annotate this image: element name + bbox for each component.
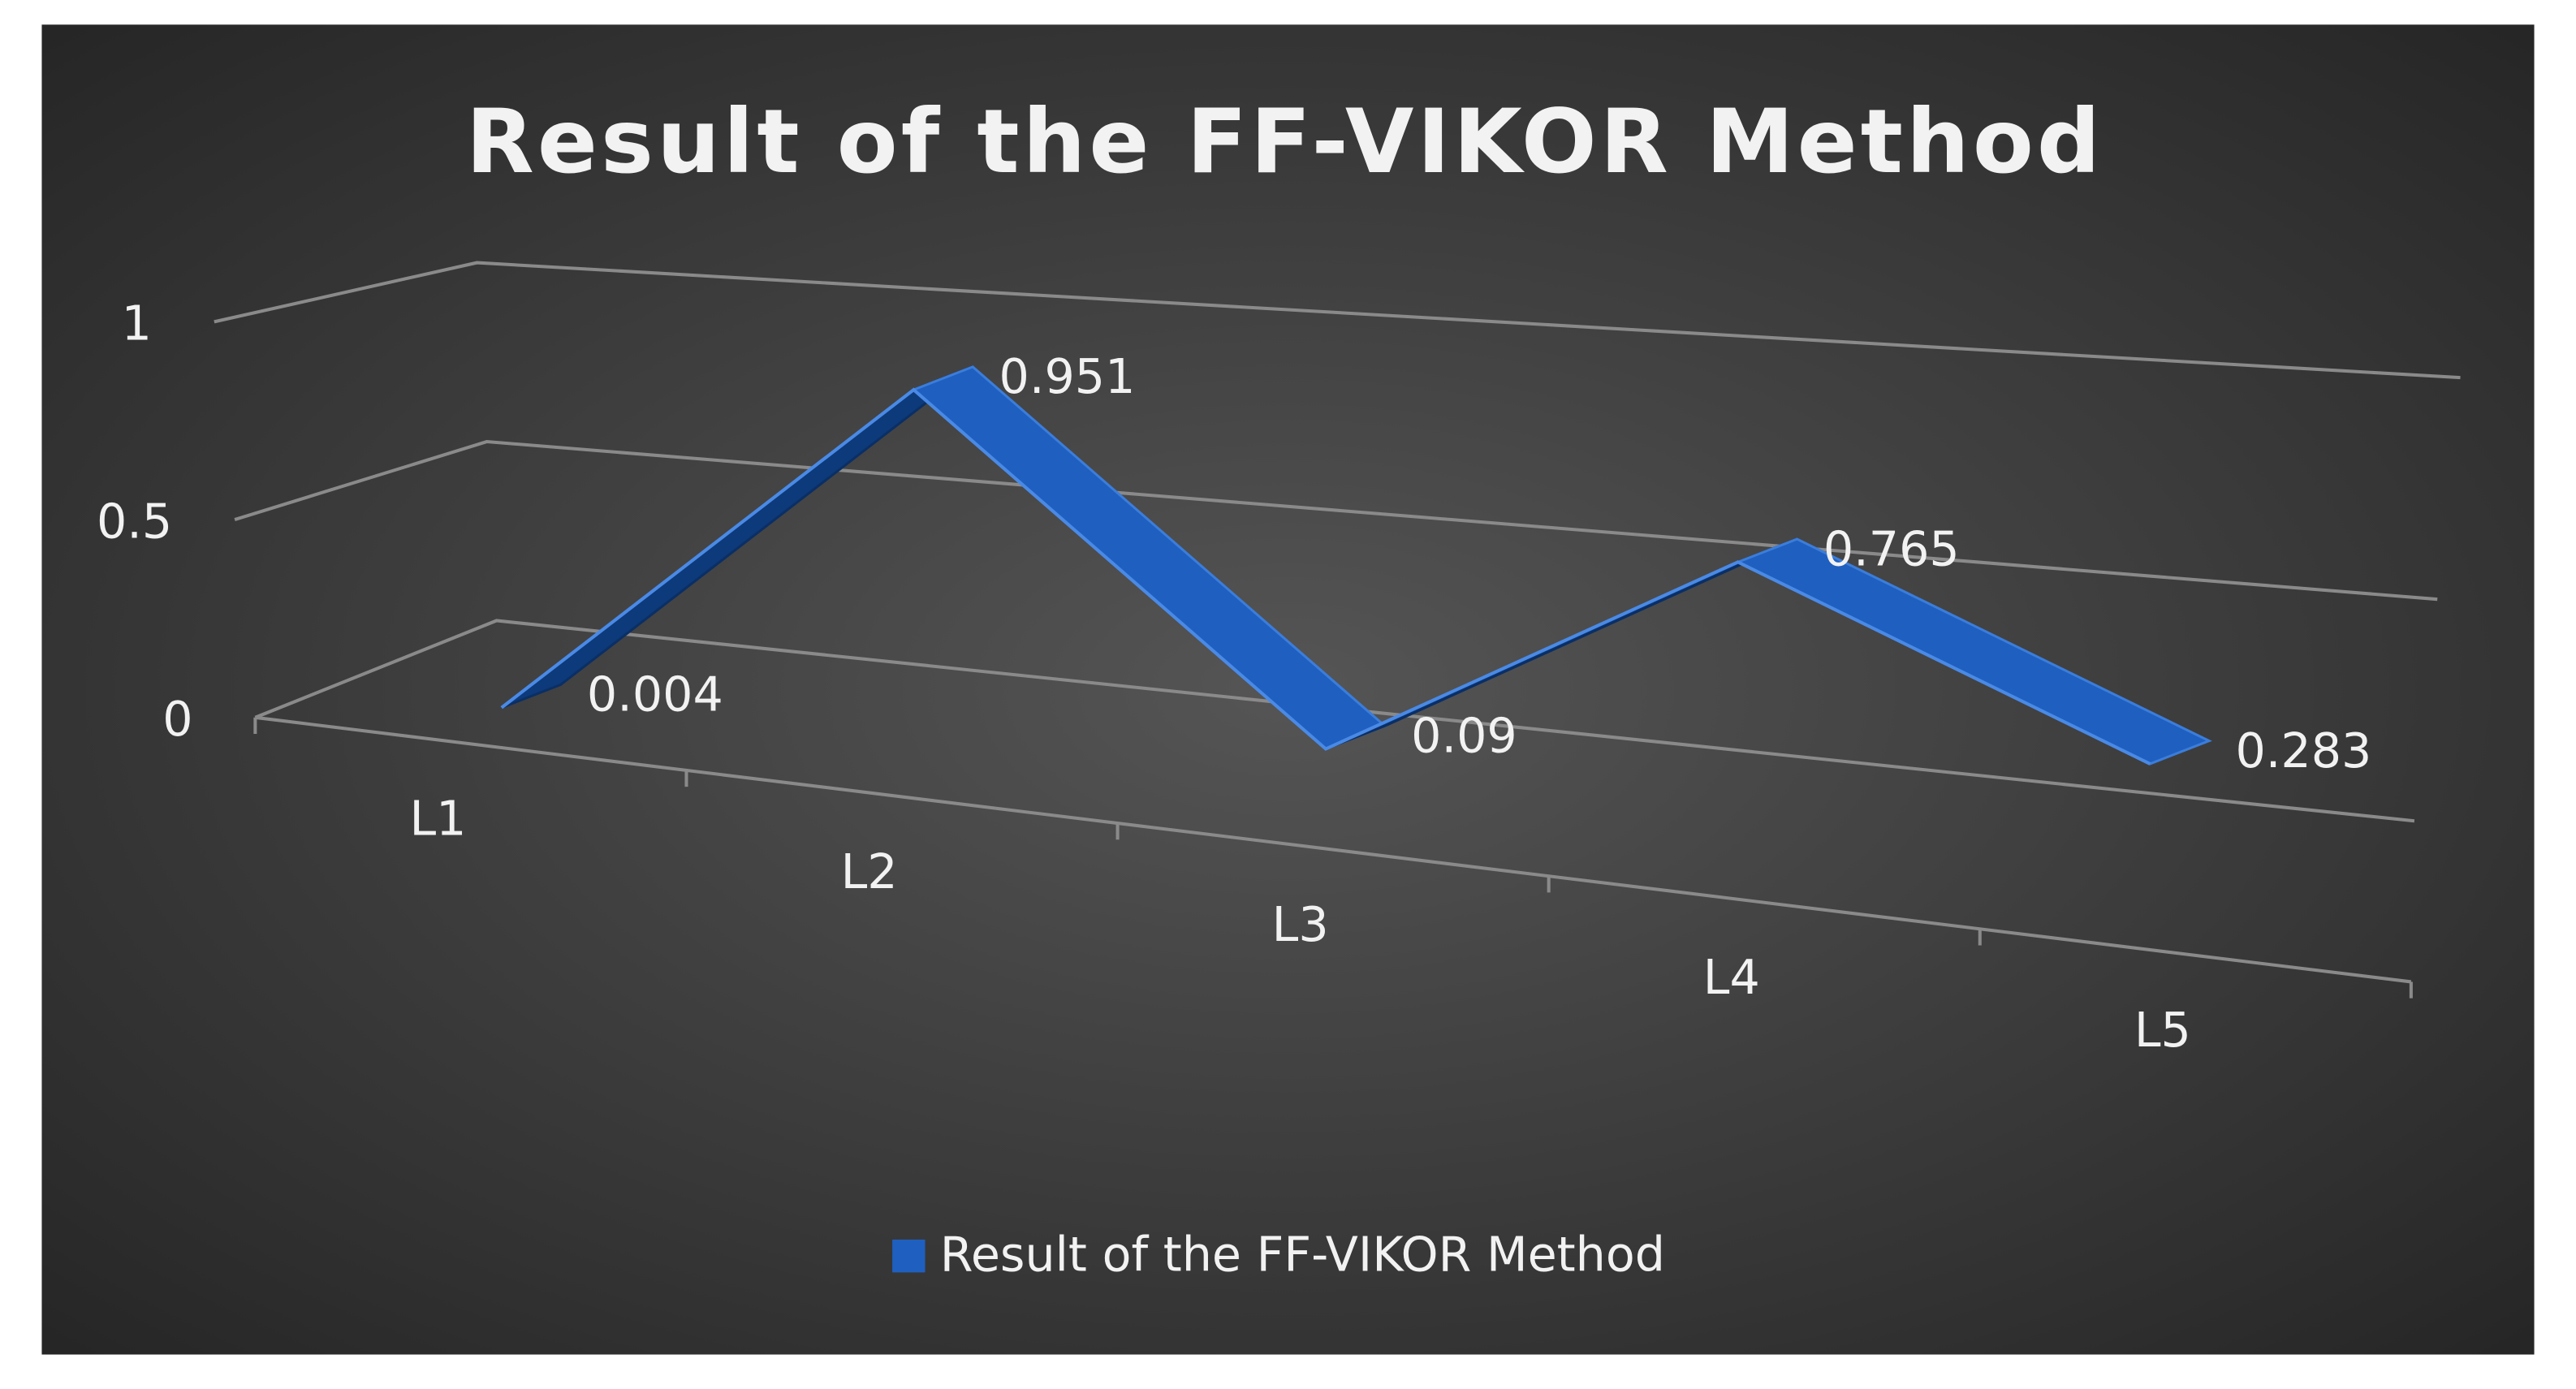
x-tick-label: L5 bbox=[2134, 1003, 2191, 1058]
x-tick-label: L4 bbox=[1703, 950, 1760, 1005]
x-axis-line bbox=[255, 715, 2412, 984]
legend-swatch bbox=[892, 1239, 926, 1273]
x-tick-label: L2 bbox=[841, 844, 898, 899]
legend-label: Result of the FF-VIKOR Method bbox=[940, 1227, 1665, 1282]
line-edge bbox=[500, 387, 2151, 766]
data-label: 0.951 bbox=[999, 349, 1136, 404]
grid: 0 0.5 1 L1 L2 L3 L4 L5 bbox=[97, 261, 2461, 1058]
data-label: 0.765 bbox=[1823, 521, 1960, 576]
plot: 0.004 0.951 0.09 0.765 0.283 bbox=[500, 349, 2371, 779]
x-tick-label: L1 bbox=[409, 792, 466, 847]
data-label: 0.283 bbox=[2235, 723, 2371, 779]
grid-line bbox=[214, 261, 2461, 380]
grid-line bbox=[254, 619, 2415, 823]
y-tick-label: 1 bbox=[122, 296, 152, 352]
chart-title: Result of the FF-VIKOR Method bbox=[466, 90, 2104, 193]
y-tick-label: 0 bbox=[162, 692, 192, 747]
data-label: 0.004 bbox=[587, 667, 723, 723]
y-tick-label: 0.5 bbox=[97, 494, 172, 549]
x-tick-label: L3 bbox=[1272, 897, 1329, 952]
data-label: 0.09 bbox=[1411, 709, 1517, 764]
